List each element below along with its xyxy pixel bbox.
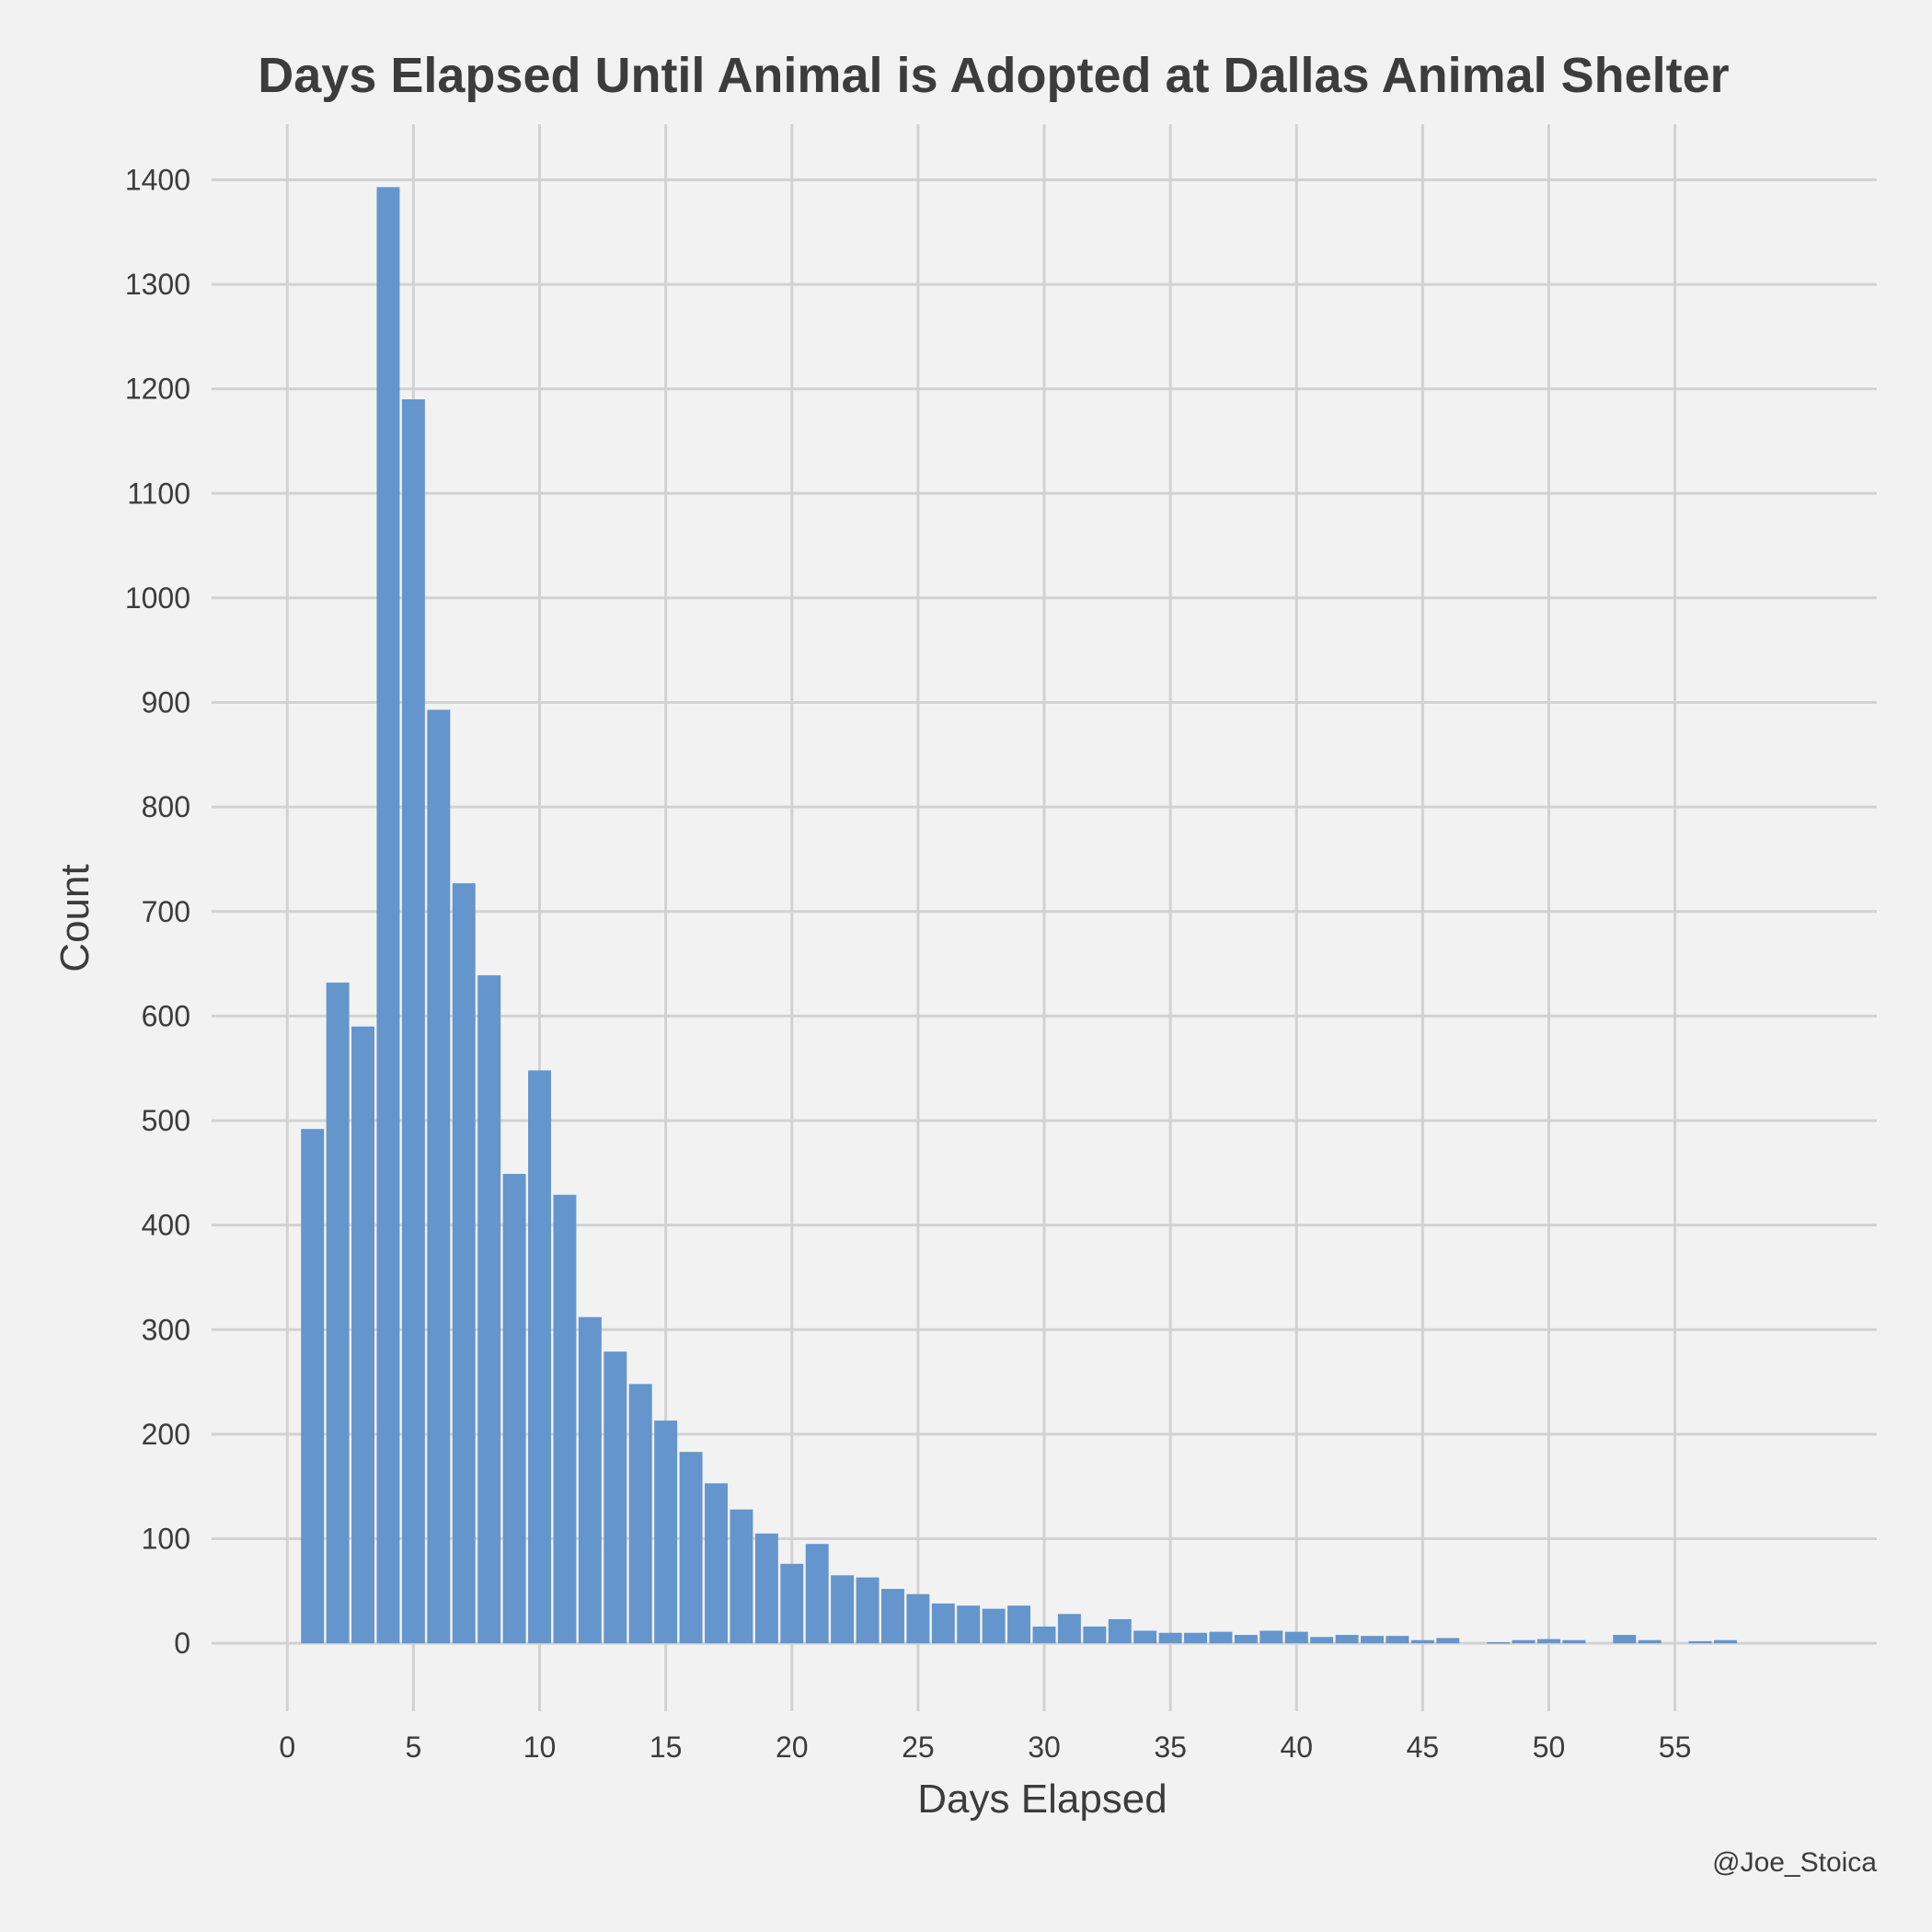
histogram-bar: [427, 709, 451, 1644]
histogram-bar: [578, 1317, 602, 1644]
x-tick-label: 0: [279, 1731, 295, 1764]
y-tick-label: 1200: [125, 373, 190, 406]
y-tick-label: 500: [142, 1104, 190, 1137]
x-tick-label: 35: [1154, 1731, 1187, 1764]
tick-label-layer: 0100200300400500600700800900100011001200…: [125, 163, 1692, 1764]
histogram-bar: [1487, 1642, 1511, 1644]
histogram-bar: [906, 1593, 930, 1644]
histogram-bar: [1158, 1632, 1182, 1644]
x-tick-label: 5: [405, 1731, 421, 1764]
histogram-bar: [1007, 1605, 1031, 1644]
y-tick-label: 1400: [125, 163, 190, 196]
y-tick-label: 1000: [125, 581, 190, 615]
histogram-bar: [1410, 1639, 1434, 1644]
y-tick-label: 0: [174, 1627, 190, 1660]
histogram-bar: [528, 1070, 551, 1644]
y-tick-label: 1100: [127, 477, 190, 510]
histogram-bar: [982, 1608, 1006, 1644]
histogram-bar: [604, 1351, 627, 1644]
x-tick-label: 20: [776, 1731, 809, 1764]
x-axis-label: Days Elapsed: [917, 1777, 1167, 1822]
bar-layer: [301, 187, 1737, 1644]
histogram-bar: [502, 1173, 526, 1644]
y-tick-label: 600: [142, 999, 190, 1032]
histogram-bar: [754, 1533, 778, 1644]
histogram-bar: [1259, 1630, 1283, 1644]
histogram-bar: [1209, 1631, 1233, 1644]
histogram-bar: [1032, 1626, 1056, 1644]
histogram-bar: [1108, 1619, 1132, 1644]
histogram-bar: [705, 1483, 728, 1644]
histogram-bar: [1436, 1638, 1460, 1644]
histogram-bar: [376, 187, 400, 1644]
x-tick-label: 10: [523, 1731, 557, 1764]
histogram-bar: [1713, 1639, 1737, 1644]
x-tick-label: 55: [1659, 1731, 1692, 1764]
histogram-bar: [880, 1589, 904, 1644]
histogram-bar: [1083, 1626, 1107, 1644]
histogram-bar: [679, 1452, 703, 1644]
histogram-bar: [1613, 1635, 1637, 1644]
histogram-bar: [1234, 1635, 1258, 1644]
y-tick-label: 1300: [125, 268, 190, 301]
histogram-bar: [1537, 1639, 1560, 1644]
histogram-bar: [628, 1384, 652, 1644]
histogram-bar: [1184, 1632, 1208, 1644]
histogram-bar: [1688, 1640, 1712, 1644]
x-tick-label: 30: [1028, 1731, 1061, 1764]
histogram-bar: [553, 1194, 577, 1644]
y-axis-label: Count: [52, 864, 98, 972]
y-tick-label: 800: [142, 790, 190, 823]
y-tick-label: 300: [142, 1313, 190, 1346]
chart-caption: @Joe_Stoica: [1712, 1847, 1877, 1878]
histogram-bar: [831, 1575, 855, 1644]
histogram-bar: [1057, 1614, 1081, 1644]
histogram-bar: [654, 1420, 678, 1644]
x-tick-label: 50: [1533, 1731, 1566, 1764]
x-tick-label: 15: [650, 1731, 683, 1764]
histogram-bar: [301, 1129, 325, 1644]
histogram-bar: [780, 1563, 804, 1644]
histogram-bar: [805, 1544, 829, 1644]
histogram-bar: [477, 975, 501, 1644]
x-tick-label: 40: [1280, 1731, 1313, 1764]
histogram-bar: [1310, 1637, 1334, 1644]
y-tick-label: 700: [142, 895, 190, 928]
histogram-bar: [1361, 1636, 1384, 1644]
y-tick-label: 900: [142, 686, 190, 719]
histogram-bar: [730, 1509, 753, 1644]
y-tick-label: 100: [142, 1523, 190, 1556]
histogram-bar: [326, 983, 350, 1644]
histogram-bar: [401, 399, 425, 1644]
histogram-bar: [1133, 1630, 1157, 1644]
histogram-bar: [1562, 1639, 1586, 1644]
histogram-bar: [1386, 1636, 1409, 1644]
histogram-bar: [452, 883, 476, 1644]
x-tick-label: 45: [1407, 1731, 1440, 1764]
histogram-bar: [351, 1026, 375, 1644]
histogram-bar: [856, 1577, 880, 1644]
histogram-bar: [931, 1603, 955, 1644]
y-tick-label: 400: [142, 1209, 190, 1242]
chart-title: Days Elapsed Until Animal is Adopted at …: [258, 48, 1729, 103]
x-tick-label: 25: [902, 1731, 935, 1764]
histogram-bar: [1512, 1639, 1535, 1644]
histogram-bar: [957, 1605, 981, 1644]
histogram-bar: [1284, 1631, 1308, 1644]
histogram-bar: [1638, 1639, 1662, 1644]
histogram-bar: [1335, 1635, 1359, 1644]
y-tick-label: 200: [142, 1418, 190, 1451]
